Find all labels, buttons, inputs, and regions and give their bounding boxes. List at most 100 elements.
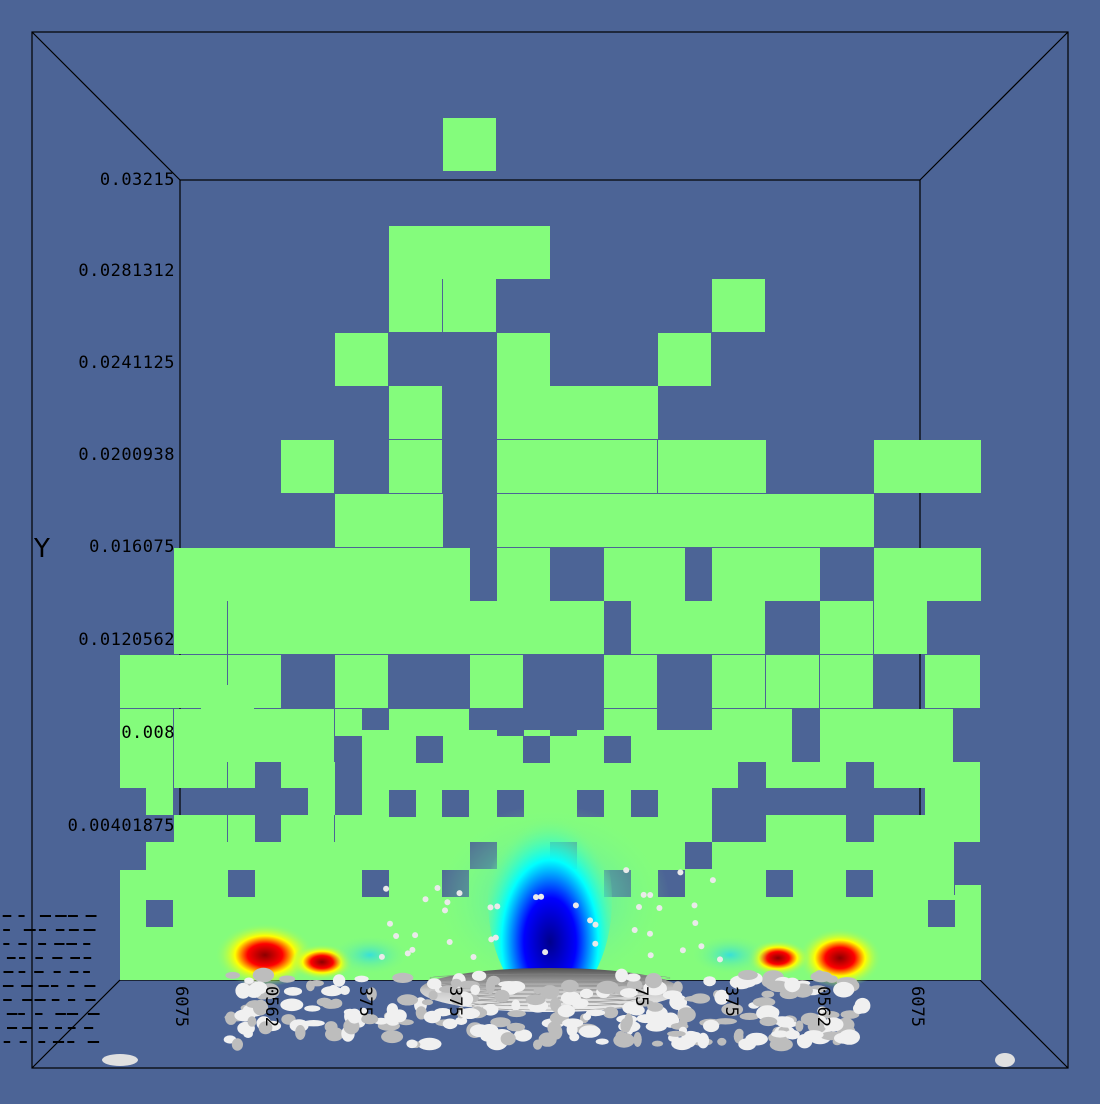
streak-mark [6,1013,18,1015]
grid-cell [497,494,767,547]
streak-mark [52,1041,65,1043]
particle [500,1032,516,1046]
streak-mark [55,1013,66,1015]
grid-cell [281,762,308,788]
particle [703,1019,720,1033]
particle [456,890,463,897]
particle [506,1022,526,1032]
particle [684,995,706,1002]
grid-cell [874,815,927,842]
particle [765,980,790,991]
y-axis-label: Y [34,534,50,564]
particle [681,1030,701,1044]
particle [627,979,643,992]
particle [651,1040,664,1047]
particle [662,990,683,1000]
grid-cell [470,655,523,708]
particle [572,902,579,909]
particle [309,980,324,987]
particle [246,1002,264,1009]
empty-cell [685,842,712,869]
streak-mark [83,943,91,945]
particle [439,985,458,993]
particle [339,985,350,995]
y-tick-label: 0.0281312 [78,261,175,281]
particle [692,920,699,926]
particle [533,894,539,901]
grid-cell [281,815,334,842]
particle [542,949,549,956]
particle [640,891,647,898]
streak-mark [67,1041,75,1043]
grid-cell [228,601,389,654]
streak-mark [22,999,32,1001]
grid-cell [497,386,550,439]
grid-cell [925,655,980,708]
streak-mark [83,971,90,973]
empty-cell [846,870,873,897]
particle [252,967,275,983]
particle [679,947,686,954]
particle [561,979,579,993]
particle [469,1024,491,1038]
particle [471,970,487,982]
particle [602,1006,619,1019]
particle [494,903,501,910]
particle [533,987,543,995]
grid-cell [925,762,980,842]
particle [615,968,628,983]
streak-mark [55,1027,62,1029]
grid-cell [442,601,523,654]
particle [412,932,419,939]
grid-cell [174,709,254,762]
particle [647,930,653,937]
empty-cell [766,870,793,897]
particle [397,994,419,1006]
grid-cell [174,762,227,788]
particle [392,972,414,984]
particle [717,1037,727,1046]
grid-cell [766,655,819,708]
particle [645,1021,667,1032]
particle [383,885,390,892]
particle [623,867,630,874]
grid-cell [766,494,874,547]
particle [459,1008,480,1019]
particle [636,1014,655,1024]
particle [761,990,775,998]
particle [777,1020,798,1028]
x-tick-label: 75 [631,986,651,1007]
grid-cell [900,709,953,762]
particle [620,988,638,998]
streak-mark [6,957,16,959]
particle [569,1032,580,1042]
grid-cell [443,118,496,171]
grid-cell [712,709,792,762]
grid-cell [443,279,496,332]
particle [677,869,684,876]
particle [624,1013,633,1029]
x-tick-label: 6075 [907,986,927,1027]
particle [102,1054,138,1066]
streak-mark [23,929,36,931]
particle [713,1018,738,1025]
empty-cell [631,790,658,817]
particle [647,952,654,959]
x-tick-label: 6075 [171,986,191,1027]
streak-mark [51,985,59,987]
right-cyan [690,935,770,975]
particle [540,985,560,999]
particle [525,994,546,1006]
particle [691,902,698,909]
particle [759,1016,778,1027]
particle [557,1004,575,1018]
empty-cell [712,790,739,817]
streak-mark [18,971,26,973]
empty-cell [928,900,955,927]
particle [511,999,521,1012]
grid-cell [308,762,335,815]
empty-cell [416,736,443,763]
empty-cell [497,709,524,736]
